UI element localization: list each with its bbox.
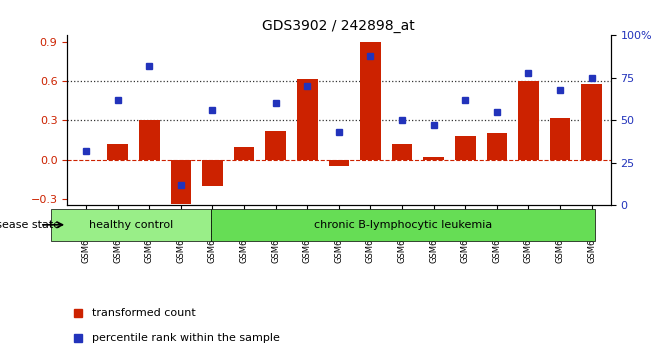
Bar bbox=[423, 157, 444, 160]
Bar bbox=[266, 131, 286, 160]
Bar bbox=[329, 160, 349, 166]
Bar bbox=[211, 209, 595, 241]
Bar bbox=[518, 81, 539, 160]
Bar bbox=[51, 209, 211, 241]
Text: transformed count: transformed count bbox=[91, 308, 195, 318]
Text: disease state: disease state bbox=[0, 220, 60, 230]
Bar bbox=[392, 144, 412, 160]
Bar bbox=[581, 84, 602, 160]
Bar bbox=[234, 147, 254, 160]
Bar bbox=[550, 118, 570, 160]
Bar bbox=[455, 136, 476, 160]
Bar bbox=[297, 79, 317, 160]
Text: percentile rank within the sample: percentile rank within the sample bbox=[91, 333, 279, 343]
Bar bbox=[360, 42, 380, 160]
Text: chronic B-lymphocytic leukemia: chronic B-lymphocytic leukemia bbox=[313, 220, 492, 230]
Bar bbox=[170, 160, 191, 204]
Bar bbox=[139, 120, 160, 160]
Bar bbox=[107, 144, 128, 160]
Text: healthy control: healthy control bbox=[89, 220, 173, 230]
Bar bbox=[486, 133, 507, 160]
Title: GDS3902 / 242898_at: GDS3902 / 242898_at bbox=[262, 19, 415, 33]
Bar bbox=[202, 160, 223, 186]
